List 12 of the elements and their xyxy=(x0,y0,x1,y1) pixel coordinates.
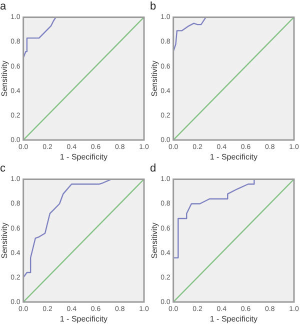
y-axis-title: Sensitivity xyxy=(0,60,10,97)
y-axis-title: Sensitivity xyxy=(0,222,10,259)
x-axis-title: 1 - Specificity xyxy=(60,314,108,324)
chart-title: b xyxy=(150,0,156,13)
x-axis-title: 1 - Specificity xyxy=(60,152,108,162)
x-axis-title: 1 - Specificity xyxy=(210,314,258,324)
y-axis-title: Sensitivity xyxy=(150,60,160,97)
x-axis-title: 1 - Specificity xyxy=(210,152,258,162)
chart-title: a xyxy=(0,0,7,13)
chart-title: c xyxy=(0,162,6,175)
y-axis-title: Sensitivity xyxy=(150,222,160,259)
chart-title: d xyxy=(150,162,156,175)
